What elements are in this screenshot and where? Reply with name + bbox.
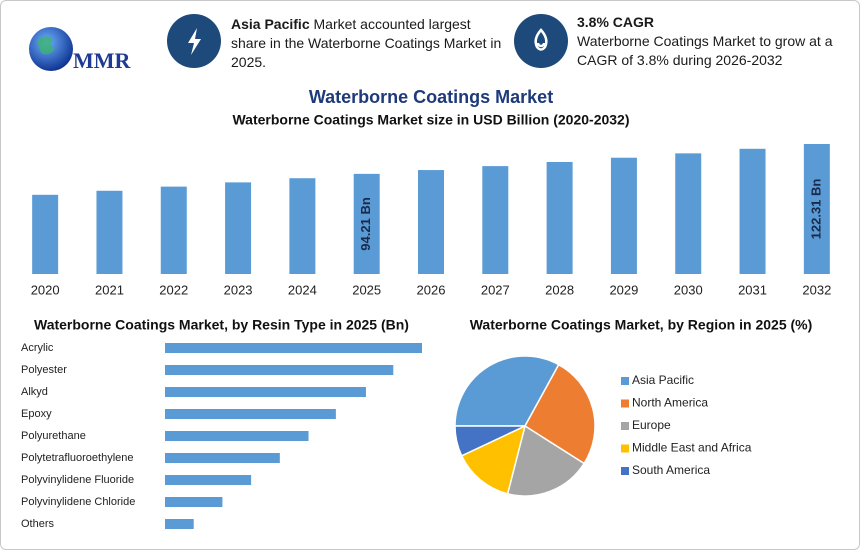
x-tick-label: 2030 bbox=[674, 282, 703, 297]
bar bbox=[418, 170, 444, 274]
bar bbox=[225, 182, 252, 274]
pie-slice bbox=[524, 363, 596, 465]
x-tick-label: 2024 bbox=[288, 282, 317, 297]
logo-text: MMR bbox=[73, 48, 132, 73]
x-tick-label: 2020 bbox=[31, 282, 60, 297]
bar bbox=[165, 431, 309, 441]
y-tick-label: Acrylic bbox=[21, 342, 54, 354]
bar bbox=[160, 186, 187, 274]
x-tick-label: 2026 bbox=[417, 282, 446, 297]
x-tick-label: 2022 bbox=[159, 282, 188, 297]
x-tick-label: 2025 bbox=[352, 282, 381, 297]
x-tick-label: 2029 bbox=[609, 282, 638, 297]
pie-slice bbox=[454, 425, 526, 457]
icon-bolt bbox=[188, 28, 201, 55]
pie-slice bbox=[460, 424, 527, 495]
bar bbox=[32, 194, 59, 274]
header-right: 3.8% CAGR Waterborne Coatings Market to g… bbox=[577, 13, 852, 70]
bar bbox=[739, 148, 766, 274]
x-tick-label: 2032 bbox=[802, 282, 831, 297]
icon-circle bbox=[514, 14, 568, 68]
bar bbox=[546, 161, 573, 274]
bar bbox=[675, 153, 702, 274]
x-tick-label: 2027 bbox=[481, 282, 510, 297]
bar bbox=[165, 475, 252, 485]
chart-title: Waterborne Coatings Market, by Region in… bbox=[470, 317, 813, 333]
legend-swatch bbox=[621, 444, 629, 453]
x-tick-label: 2021 bbox=[95, 282, 124, 297]
y-tick-label: Epoxy bbox=[21, 408, 52, 420]
y-tick-label: Polytetrafluoroethylene bbox=[21, 452, 134, 464]
chart-title: Waterborne Coatings Market size in USD B… bbox=[232, 112, 629, 128]
y-tick-label: Alkyd bbox=[21, 386, 48, 398]
bar bbox=[289, 178, 316, 274]
x-tick-label: 2023 bbox=[224, 282, 253, 297]
legend-label: Asia Pacific bbox=[632, 373, 694, 387]
legend-swatch bbox=[621, 467, 629, 475]
legend-label: Middle East and Africa bbox=[632, 441, 752, 455]
x-tick-label: 2028 bbox=[545, 282, 574, 297]
bar bbox=[353, 173, 380, 274]
y-tick-label: Polyester bbox=[21, 364, 67, 376]
bar bbox=[482, 166, 509, 274]
value-label: 94.21 Bn bbox=[358, 197, 373, 251]
bar bbox=[165, 365, 394, 375]
logo-land bbox=[37, 36, 55, 55]
y-tick-label: Others bbox=[21, 518, 55, 530]
bar bbox=[165, 453, 280, 463]
legend-swatch bbox=[621, 377, 629, 385]
value-label: 122.31 Bn bbox=[808, 179, 823, 240]
x-tick-label: 2031 bbox=[738, 282, 767, 297]
legend-swatch bbox=[621, 422, 629, 430]
pie-slice bbox=[454, 355, 560, 427]
bar bbox=[165, 519, 194, 529]
legend-label: South America bbox=[632, 463, 710, 477]
header-left: Asia Pacific Market accounted largest sh… bbox=[231, 15, 506, 72]
chart-title: Waterborne Coatings Market, by Resin Typ… bbox=[34, 317, 409, 333]
legend-label: Europe bbox=[632, 418, 671, 432]
header-text: Market accounted largest share in the Wa… bbox=[231, 16, 502, 70]
header-bold: Asia Pacific bbox=[231, 16, 310, 32]
legend-label: North America bbox=[632, 396, 708, 410]
bar bbox=[610, 157, 637, 274]
bar bbox=[165, 343, 422, 353]
icon-flame bbox=[534, 28, 548, 51]
bar bbox=[165, 387, 366, 397]
y-tick-label: Polyvinylidene Fluoride bbox=[21, 474, 134, 486]
bar bbox=[165, 409, 336, 419]
main-title: Waterborne Coatings Market bbox=[309, 87, 553, 107]
bar bbox=[165, 497, 223, 507]
bar bbox=[96, 190, 123, 274]
y-tick-label: Polyurethane bbox=[21, 430, 86, 442]
header-bold: 3.8% CAGR bbox=[577, 14, 655, 30]
header-text: Waterborne Coatings Market to grow at a … bbox=[577, 33, 833, 68]
legend-swatch bbox=[621, 399, 629, 408]
bar bbox=[803, 144, 830, 274]
pie-slice bbox=[506, 424, 586, 497]
y-tick-label: Polyvinylidene Chloride bbox=[21, 496, 135, 508]
